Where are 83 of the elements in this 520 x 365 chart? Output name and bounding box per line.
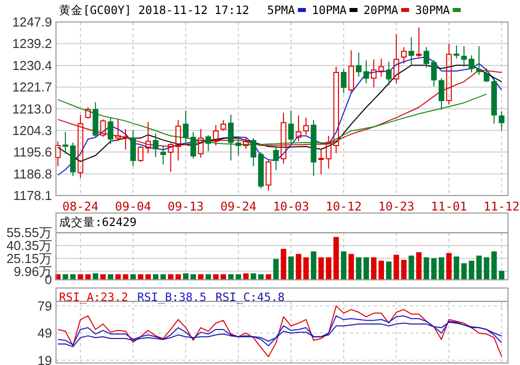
bar — [348, 254, 354, 280]
candlestick — [108, 117, 114, 145]
chart-title: 黄金[GC00Y] 2018-11-12 17:12 — [59, 3, 250, 17]
bar — [468, 260, 474, 280]
y-tick-label: 1230.4 — [12, 58, 52, 73]
y-tick-label: 55.55万 — [6, 225, 52, 240]
bar — [394, 254, 400, 280]
x-tick-label: 09-04 — [115, 200, 152, 214]
candlestick — [288, 110, 294, 143]
bar — [484, 257, 490, 280]
bar — [491, 251, 497, 280]
y-tick-label: 1213.0 — [12, 101, 52, 116]
text: RSI_C:45.8 — [216, 290, 285, 304]
bar — [386, 262, 392, 280]
legend-label: 10PMA — [312, 3, 347, 17]
candlestick — [476, 46, 482, 76]
candlestick — [326, 135, 332, 170]
series-label: RSI_A:23.2 — [59, 290, 128, 304]
candlestick — [318, 148, 324, 175]
y-tick-label: 1195.6 — [13, 144, 52, 160]
bar — [288, 256, 294, 280]
bar — [408, 256, 414, 280]
bar — [476, 256, 482, 280]
y-tick-label: 49 — [38, 326, 52, 341]
bar — [416, 252, 422, 280]
y-tick-label: 1186.8 — [13, 166, 52, 182]
candlestick — [408, 36, 414, 66]
y-tick-label: 1247.9 — [12, 14, 52, 30]
bar — [340, 251, 346, 280]
y-tick-label: 1204.3 — [12, 122, 52, 138]
x-tick-label: 09-13 — [168, 200, 204, 214]
candlestick — [401, 46, 407, 64]
line-series — [57, 305, 502, 358]
legend-label: 30PMA — [415, 3, 450, 17]
x-tick-label: 10-03 — [272, 200, 310, 214]
candlestick — [228, 114, 234, 161]
bar — [371, 257, 376, 280]
y-tick-label: 19 — [38, 352, 52, 365]
candlestick — [386, 61, 392, 86]
line-series — [57, 315, 502, 346]
legend-label: 20PMA — [364, 3, 398, 17]
x-tick-label: 10-12 — [326, 200, 362, 214]
x-tick-label: 09-24 — [220, 200, 256, 214]
x-tick-label: 11-12 — [484, 200, 520, 214]
bar — [310, 251, 316, 280]
y-tick-label: 1239.2 — [12, 36, 52, 52]
candlestick — [356, 52, 362, 78]
candlestick — [130, 130, 136, 166]
candlestick — [280, 112, 286, 164]
y-tick-label: 40.35万 — [6, 238, 52, 254]
bar — [424, 257, 430, 280]
text: RSI_B:38.5 — [137, 290, 206, 304]
y-tick-label: 25.15万 — [6, 250, 52, 266]
bar — [296, 254, 302, 280]
bar — [333, 236, 339, 280]
y-tick-label: 1178.1 — [13, 188, 52, 203]
candlestick — [182, 110, 189, 146]
candlestick — [152, 132, 158, 158]
bar — [446, 253, 452, 280]
candlestick — [236, 136, 242, 156]
candlestick — [498, 110, 504, 131]
bar — [378, 260, 384, 280]
candlestick — [310, 120, 316, 176]
chart-title: 成交量:62429 — [59, 215, 137, 229]
candlestick — [333, 66, 339, 154]
bar — [356, 257, 362, 280]
bar — [401, 260, 407, 280]
bar — [303, 257, 309, 280]
bar — [431, 258, 437, 280]
legend-label: 5PMA — [267, 3, 295, 17]
y-tick-label: 79 — [38, 298, 52, 314]
x-tick-label: 10-23 — [378, 200, 414, 214]
candlestick — [378, 58, 384, 78]
candlestick — [370, 58, 377, 88]
bar — [364, 257, 369, 280]
bar — [318, 257, 324, 280]
candlestick — [363, 60, 370, 84]
y-tick-label: 1221.7 — [12, 80, 52, 95]
bar — [438, 257, 444, 280]
line-series — [57, 322, 502, 348]
x-tick-label: 11-01 — [430, 200, 468, 214]
bar — [326, 257, 332, 280]
x-tick-label: 08-24 — [62, 200, 99, 214]
